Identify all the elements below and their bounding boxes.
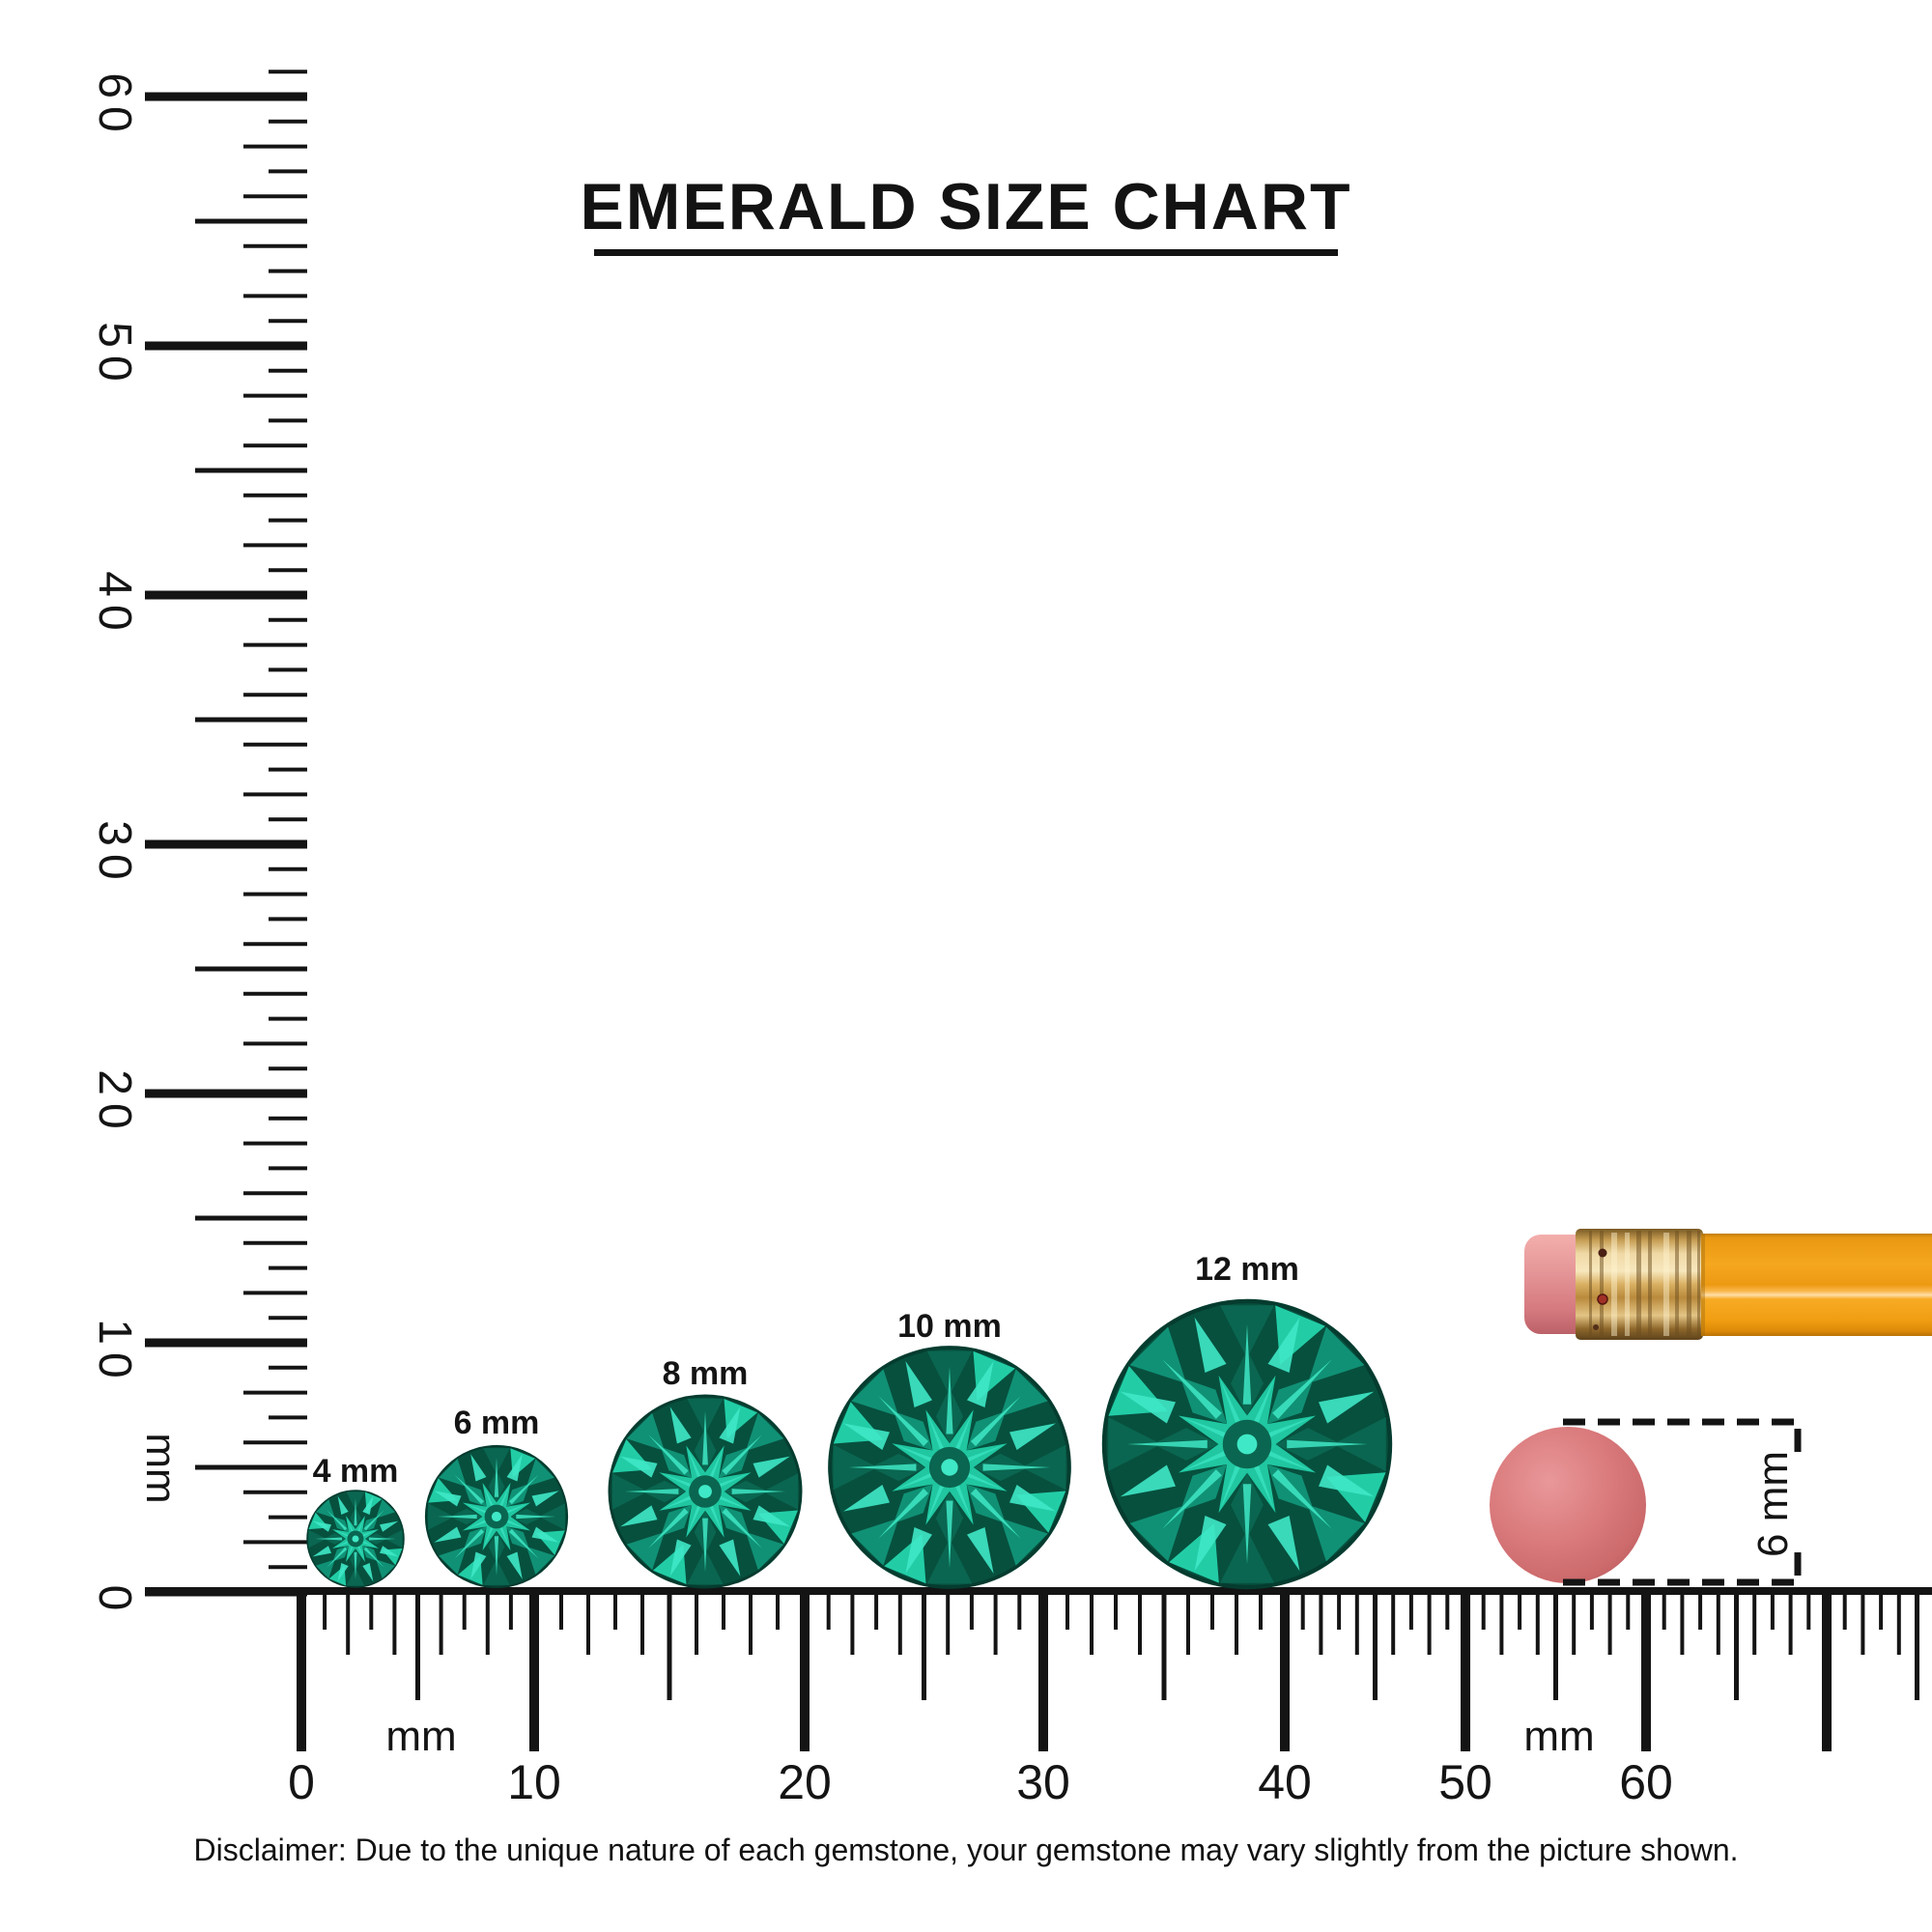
eraser-size-annotation — [1563, 1418, 1804, 1586]
horizontal-ruler-mm — [145, 1587, 1932, 1751]
vruler-label-60: 60 — [89, 72, 140, 139]
disclaimer-text: Disclaimer: Due to the unique nature of … — [193, 1833, 1739, 1867]
vruler-label-10: 10 — [89, 1319, 140, 1385]
eraser-size-label: 6 mm — [1749, 1451, 1797, 1557]
hruler-label-50: 50 — [1438, 1755, 1492, 1809]
hruler-label-30: 30 — [1016, 1755, 1070, 1809]
gem-size-label: 10 mm — [897, 1308, 1002, 1345]
gem-10mm: 10 mm — [828, 1308, 1071, 1589]
gem-size-label: 4 mm — [313, 1453, 399, 1490]
gem-size-label: 8 mm — [663, 1355, 749, 1392]
pencil-body — [1701, 1234, 1932, 1336]
hruler-label-20: 20 — [778, 1755, 832, 1809]
hruler-label-40: 40 — [1258, 1755, 1312, 1809]
hruler-unit-label-left: mm — [385, 1713, 456, 1760]
hruler-label-10: 10 — [507, 1755, 561, 1809]
gem-12mm: 12 mm — [1101, 1251, 1393, 1590]
vruler-label-30: 30 — [89, 820, 140, 887]
round-eraser — [1490, 1427, 1646, 1583]
vertical-ruler-mm — [145, 70, 307, 1597]
vruler-label-20: 20 — [89, 1069, 140, 1136]
hruler-label-60: 60 — [1619, 1755, 1673, 1809]
hruler-unit-label-right: mm — [1523, 1713, 1594, 1760]
title-underline — [594, 249, 1338, 256]
gem-6mm: 6 mm — [424, 1405, 569, 1589]
vruler-label-50: 50 — [89, 322, 140, 388]
gem-8mm: 8 mm — [608, 1355, 803, 1589]
gem-size-label: 12 mm — [1195, 1251, 1299, 1288]
vruler-label-0: 0 — [89, 1585, 140, 1619]
horizontal-ruler-labels: 0 10 20 30 40 50 60 mm mm — [288, 1713, 1673, 1809]
vertical-ruler-labels: 0 10 20 30 40 50 60 mm — [89, 72, 185, 1618]
vruler-label-40: 40 — [89, 571, 140, 638]
gem-4mm: 4 mm — [306, 1453, 405, 1588]
vruler-unit-label: mm — [137, 1433, 185, 1503]
pencil — [1524, 1229, 1932, 1340]
page-title: EMERALD SIZE CHART — [580, 170, 1352, 243]
gem-size-label: 6 mm — [454, 1405, 540, 1441]
hruler-label-0: 0 — [288, 1755, 315, 1809]
